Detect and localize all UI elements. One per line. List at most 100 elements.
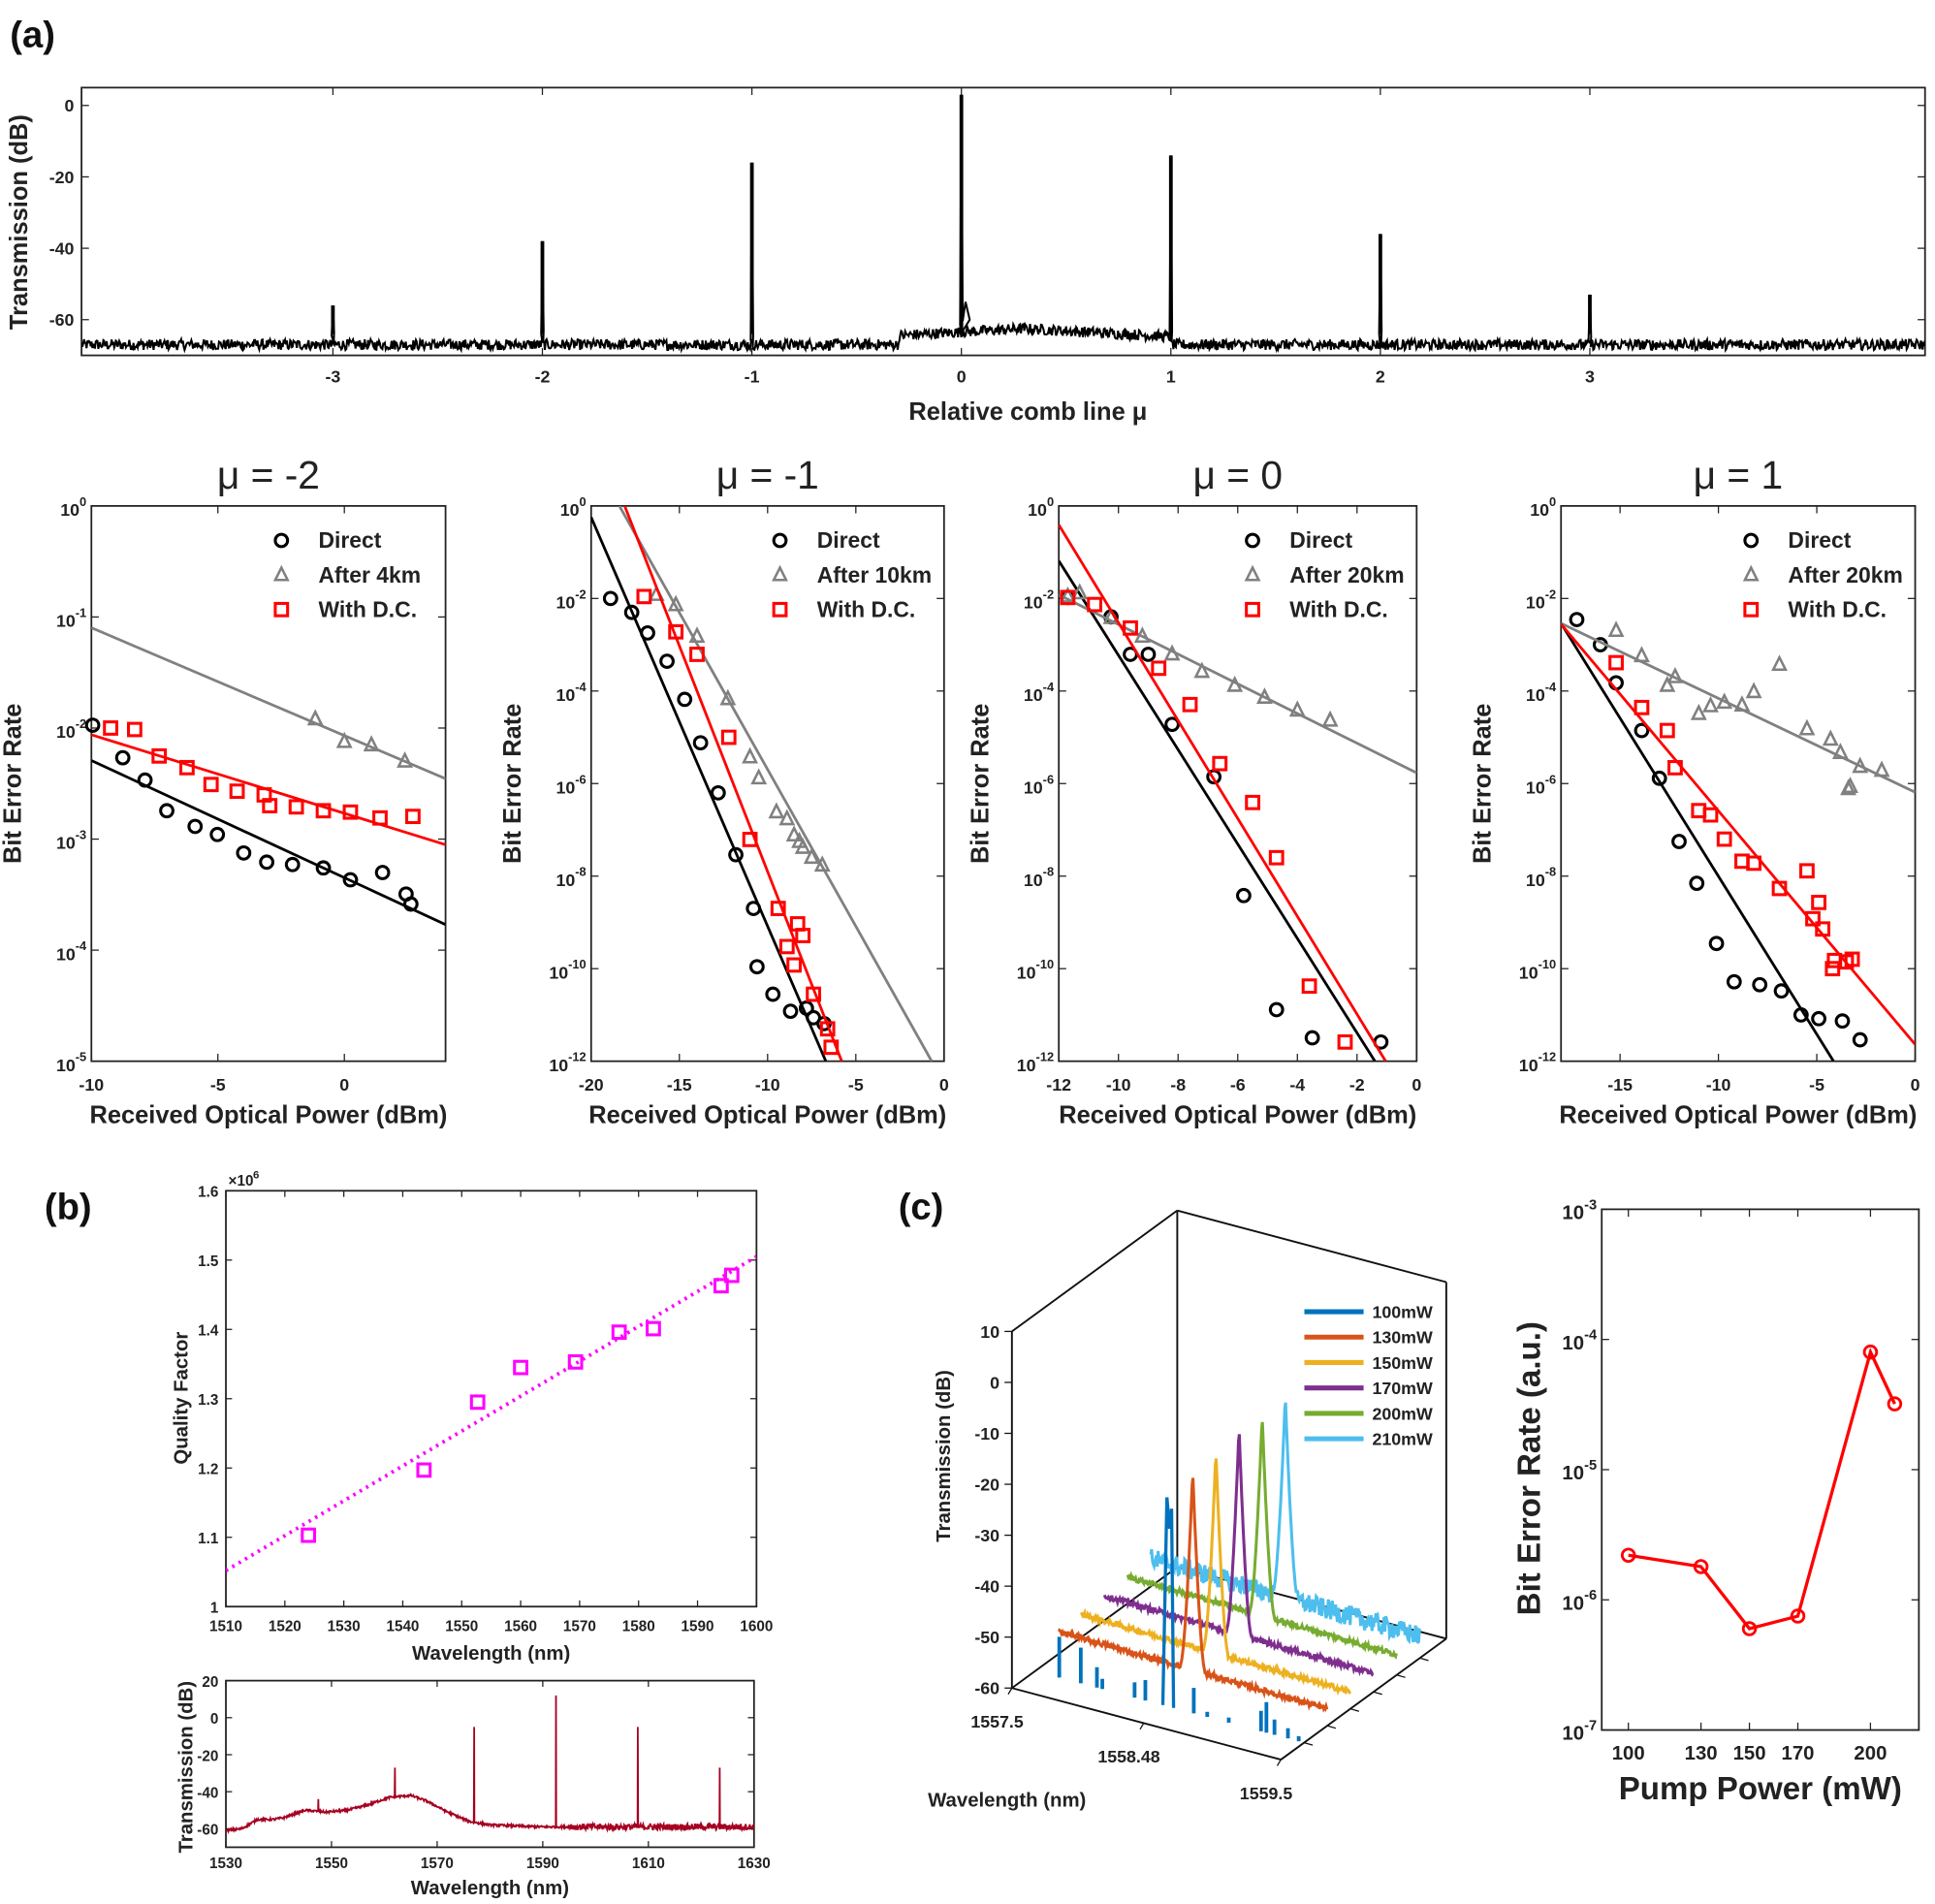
y-tick-label: 1.2 <box>198 1462 218 1478</box>
data-point-circle <box>710 784 726 801</box>
legend-label: After 20km <box>1788 562 1902 587</box>
data-point-circle <box>114 749 131 766</box>
x-tick-label: 1570 <box>563 1619 596 1635</box>
data-point-circle <box>315 860 332 876</box>
data-point-circle <box>402 896 419 912</box>
x-tick-label: 1540 <box>386 1619 419 1635</box>
x-tick-label: 0 <box>339 1075 349 1095</box>
y-tick-label: 1.1 <box>198 1531 219 1547</box>
data-point-triangle <box>1852 756 1869 774</box>
data-point-square <box>770 901 786 916</box>
data-point-square <box>1212 755 1228 772</box>
data-point-triangle <box>803 847 820 865</box>
legend-label: After 20km <box>1289 562 1404 587</box>
x-axis-label: Received Optical Power (dBm) <box>1059 1101 1416 1128</box>
data-point-triangle <box>750 768 768 785</box>
legend-label: 210mW <box>1372 1430 1433 1449</box>
depth-tick-mark <box>1326 1725 1337 1729</box>
z-axis-label: Transmission (dB) <box>934 1370 955 1542</box>
fit-line <box>1561 622 1916 1046</box>
legend-label: 100mW <box>1372 1302 1433 1321</box>
x-tick-label: 1600 <box>740 1619 773 1635</box>
data-point-triangle <box>742 746 759 764</box>
y-tick-label: 100 <box>1530 494 1556 520</box>
x-tick-label: -12 <box>1046 1075 1071 1095</box>
y-tick-label: 10-6 <box>1024 772 1054 797</box>
legend-label: 130mW <box>1372 1328 1433 1348</box>
data-point-triangle <box>1256 687 1273 704</box>
legend-marker <box>772 532 788 549</box>
data-point-circle <box>1304 1030 1320 1046</box>
fit-line <box>1059 559 1377 1062</box>
x-tick-label: 3 <box>1585 367 1595 387</box>
data-point-circle <box>1790 1608 1806 1624</box>
multiplier-label: ×10 <box>229 1173 254 1190</box>
legend-label: After 4km <box>318 562 421 587</box>
z-tick-label: 0 <box>990 1373 999 1392</box>
y-tick-label: 20 <box>202 1674 218 1691</box>
data-point-circle <box>1887 1396 1903 1412</box>
data-point-circle <box>1741 1621 1758 1636</box>
y-axis-label: Bit Error Rate <box>0 704 27 864</box>
fit-line <box>590 516 828 1062</box>
legend-marker <box>272 564 290 582</box>
spectrum-line <box>226 1695 754 1835</box>
x-tick-label: 1560 <box>504 1619 537 1635</box>
data-point-circle <box>602 590 619 607</box>
data-point-circle <box>640 624 655 641</box>
data-point-triangle <box>1288 700 1306 717</box>
data-point-circle <box>1834 1013 1851 1030</box>
data-point-circle <box>1811 1010 1826 1027</box>
data-point-triangle <box>1226 675 1244 692</box>
z-tick-label: -60 <box>974 1679 999 1698</box>
legend-marker <box>772 564 788 582</box>
data-point-triangle <box>1133 626 1151 644</box>
x-tick-mark <box>1139 1723 1145 1730</box>
legend-label: Direct <box>817 527 880 553</box>
y-tick-label: -20 <box>197 1748 218 1764</box>
data-point-triangle <box>335 731 353 748</box>
data-point-square <box>315 803 332 819</box>
x-axis-label: Wavelength (nm) <box>928 1790 1086 1811</box>
data-point-triangle <box>1771 654 1788 672</box>
legend-label: 150mW <box>1372 1353 1433 1373</box>
x-tick-label: 130 <box>1685 1743 1718 1764</box>
data-point-square <box>1805 910 1821 927</box>
data-point-circle <box>374 865 391 880</box>
data-point-square <box>1245 794 1261 810</box>
x-tick-label: 100 <box>1612 1743 1645 1764</box>
data-point-triangle <box>397 750 413 768</box>
data-point-square <box>713 1278 729 1294</box>
data-point-square <box>1702 807 1719 823</box>
x-tick-label: 200 <box>1854 1743 1887 1764</box>
data-point-circle <box>623 604 640 620</box>
data-point-square <box>720 729 737 746</box>
depth-tick-mark <box>1304 1742 1314 1746</box>
x-tick-label: 1558.48 <box>1097 1747 1159 1766</box>
data-point-triangle <box>794 837 811 854</box>
y-tick-label: 0 <box>210 1711 219 1728</box>
data-point-triangle <box>1832 743 1849 759</box>
box-edge <box>1011 1566 1178 1690</box>
ber-panel: -10 -5 0 100 10-1 10-2 10-3 10-4 10-5 μ = -2 Recei… <box>0 453 447 1128</box>
data-point-triangle <box>1607 620 1625 638</box>
y-tick-label: 100 <box>560 494 587 520</box>
box-edge <box>1177 1209 1447 1284</box>
z-tick-label: -30 <box>974 1526 999 1545</box>
y-tick-label: -40 <box>197 1786 218 1802</box>
data-point-triangle <box>813 855 831 873</box>
comb-spectrum-chart: -3 -2 -1 0 1 2 3 0 -20 -40 -60 Relative comb line μ… <box>6 86 1926 426</box>
y-tick-label: 10-8 <box>1526 865 1556 890</box>
data-point-triangle <box>1193 661 1211 679</box>
panel-title: μ = 1 <box>1694 453 1784 497</box>
axes-frame <box>80 86 1926 357</box>
panel-title: μ = 0 <box>1192 453 1283 497</box>
y-tick-label: 10-4 <box>1526 680 1557 705</box>
legend-label: With D.C. <box>817 596 916 621</box>
panel-label-b: (b) <box>45 1187 92 1228</box>
x-tick-label: 1630 <box>738 1856 771 1872</box>
data-point-square <box>151 747 168 764</box>
y-tick-label: 10-1 <box>56 605 86 630</box>
axes-frame <box>1601 1208 1920 1731</box>
